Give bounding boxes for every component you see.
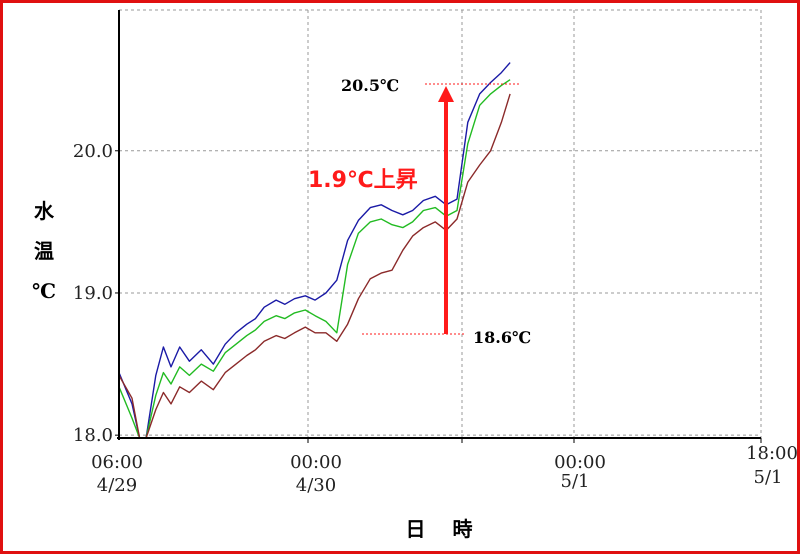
series-lines xyxy=(118,62,511,439)
series-line-2 xyxy=(118,93,511,439)
x-tick-date-1: 4/30 xyxy=(296,475,336,496)
x-tick-time-0: 06:00 xyxy=(91,452,143,473)
x-axis-label: 日 時 xyxy=(406,517,483,541)
grid-lines xyxy=(119,9,762,438)
y-tick-label-2: 20.0 xyxy=(73,141,113,162)
x-tick-time-3: 18:00 xyxy=(746,443,798,464)
y-axis-label-1: 水 xyxy=(34,199,55,223)
y-tick-label-1: 19.0 xyxy=(73,283,113,304)
bottom-value-label: 18.6℃ xyxy=(473,328,531,347)
series-line-1 xyxy=(118,79,511,439)
y-axis-label-2: 温 xyxy=(34,239,54,263)
series-line-0 xyxy=(118,62,511,439)
annotations xyxy=(362,83,521,335)
top-value-label: 20.5℃ xyxy=(341,76,399,95)
x-tick-time-2: 00:00 xyxy=(554,452,606,473)
y-tick-labels: 18.0 19.0 20.0 xyxy=(73,141,113,446)
axes xyxy=(115,10,762,443)
x-tick-date-0: 4/29 xyxy=(97,475,137,496)
y-axis-label-3: ℃ xyxy=(32,279,56,303)
x-tick-date-3: 5/1 xyxy=(754,467,783,488)
y-tick-label-0: 18.0 xyxy=(73,425,113,446)
x-tick-time-1: 00:00 xyxy=(290,452,342,473)
rise-label: 1.9℃上昇 xyxy=(308,168,418,193)
rise-arrow-head xyxy=(438,86,454,102)
x-tick-date-2: 5/1 xyxy=(561,471,590,492)
